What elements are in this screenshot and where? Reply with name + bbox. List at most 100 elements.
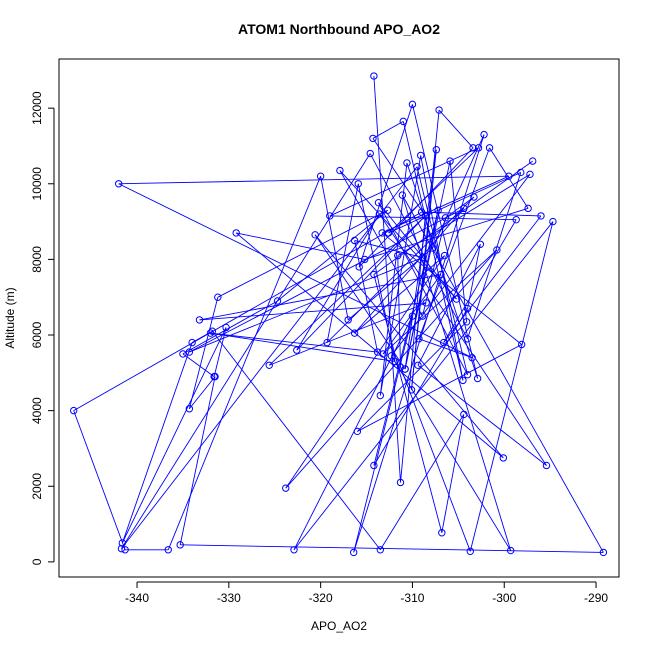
data-point	[526, 170, 534, 179]
series-segment	[378, 202, 457, 300]
series-segment	[372, 120, 404, 139]
series-segment	[449, 161, 468, 322]
y-tick-label: 10000	[30, 167, 44, 201]
series-segment	[353, 316, 413, 553]
data-point	[474, 144, 483, 152]
series-segment	[388, 147, 479, 234]
data-point	[460, 410, 468, 419]
data-point	[369, 134, 377, 143]
series-segment	[353, 134, 485, 553]
data-point	[435, 106, 443, 114]
series-segment	[180, 544, 604, 553]
data-point	[441, 214, 450, 222]
series-segment	[347, 247, 433, 321]
series-segment	[210, 332, 396, 362]
series-segment	[121, 166, 418, 549]
data-point	[446, 157, 454, 165]
series-segment	[285, 255, 445, 489]
series-segment	[372, 138, 426, 217]
data-point	[432, 146, 441, 154]
series-segment	[412, 104, 479, 379]
series-segment	[443, 219, 517, 343]
data-point	[403, 159, 411, 167]
data-point	[273, 297, 282, 305]
x-axis: -340 -330 -320 -310 -300 -290	[125, 581, 608, 605]
series-segment	[210, 332, 378, 353]
data-point	[439, 338, 448, 347]
data-point	[396, 363, 405, 371]
data-point	[499, 454, 508, 462]
series-segment	[417, 364, 547, 466]
data-point	[460, 204, 468, 213]
data-point	[323, 338, 331, 347]
data-point	[383, 206, 392, 214]
series-segment	[121, 327, 227, 544]
series-segment	[421, 211, 541, 217]
data-point	[537, 212, 545, 220]
series-layer	[69, 72, 608, 557]
series-segment	[369, 153, 468, 340]
data-point	[470, 193, 478, 201]
series-segment	[381, 175, 510, 234]
series-segment	[400, 366, 471, 552]
data-point	[354, 180, 362, 188]
data-point	[69, 406, 78, 415]
data-point	[376, 391, 385, 400]
data-point	[437, 270, 445, 279]
chart-title: ATOM1 Northbound APO_AO2	[238, 21, 440, 37]
data-point	[374, 198, 383, 207]
series-segment	[373, 274, 443, 533]
data-point	[459, 376, 467, 385]
x-tick-label: -290	[584, 591, 608, 605]
data-point	[473, 374, 482, 383]
data-point	[176, 541, 184, 549]
data-point	[195, 316, 204, 324]
data-point	[396, 478, 405, 487]
series-segment	[354, 255, 445, 334]
series-segment	[199, 274, 441, 321]
series-segment	[329, 147, 479, 217]
data-point	[468, 354, 476, 362]
data-point	[375, 210, 384, 218]
series-segment	[388, 172, 521, 234]
data-point	[353, 427, 362, 436]
data-point	[469, 144, 477, 152]
data-point	[440, 251, 449, 260]
data-point	[222, 323, 230, 332]
data-point	[438, 529, 446, 537]
data-point	[599, 548, 608, 557]
x-tick-label: -320	[309, 591, 333, 605]
series-segment	[285, 249, 498, 489]
data-point	[290, 546, 298, 554]
data-point	[418, 253, 427, 262]
data-point	[206, 329, 215, 337]
data-point	[452, 295, 461, 303]
data-point	[370, 270, 378, 279]
series-segment	[354, 208, 465, 334]
data-point	[549, 217, 557, 226]
data-point	[293, 346, 301, 354]
data-point	[415, 335, 423, 343]
series-segment	[390, 174, 531, 357]
data-point	[463, 335, 472, 343]
data-point	[350, 236, 359, 245]
data-point	[466, 547, 474, 555]
data-point	[373, 348, 382, 356]
series-segment	[469, 221, 554, 552]
series-segment	[73, 410, 126, 550]
data-point	[214, 293, 222, 301]
data-point	[421, 212, 429, 220]
series-segment	[189, 207, 465, 353]
series-segment	[326, 196, 475, 343]
data-point	[505, 172, 513, 180]
y-tick-label: 12000	[30, 91, 44, 125]
series-segment	[269, 302, 427, 366]
data-point	[361, 255, 369, 264]
data-point	[179, 350, 187, 358]
data-point	[408, 312, 417, 320]
data-point	[462, 318, 471, 326]
series-segment	[293, 315, 413, 550]
data-point	[506, 546, 515, 555]
data-point	[370, 72, 378, 80]
data-point	[114, 180, 123, 188]
